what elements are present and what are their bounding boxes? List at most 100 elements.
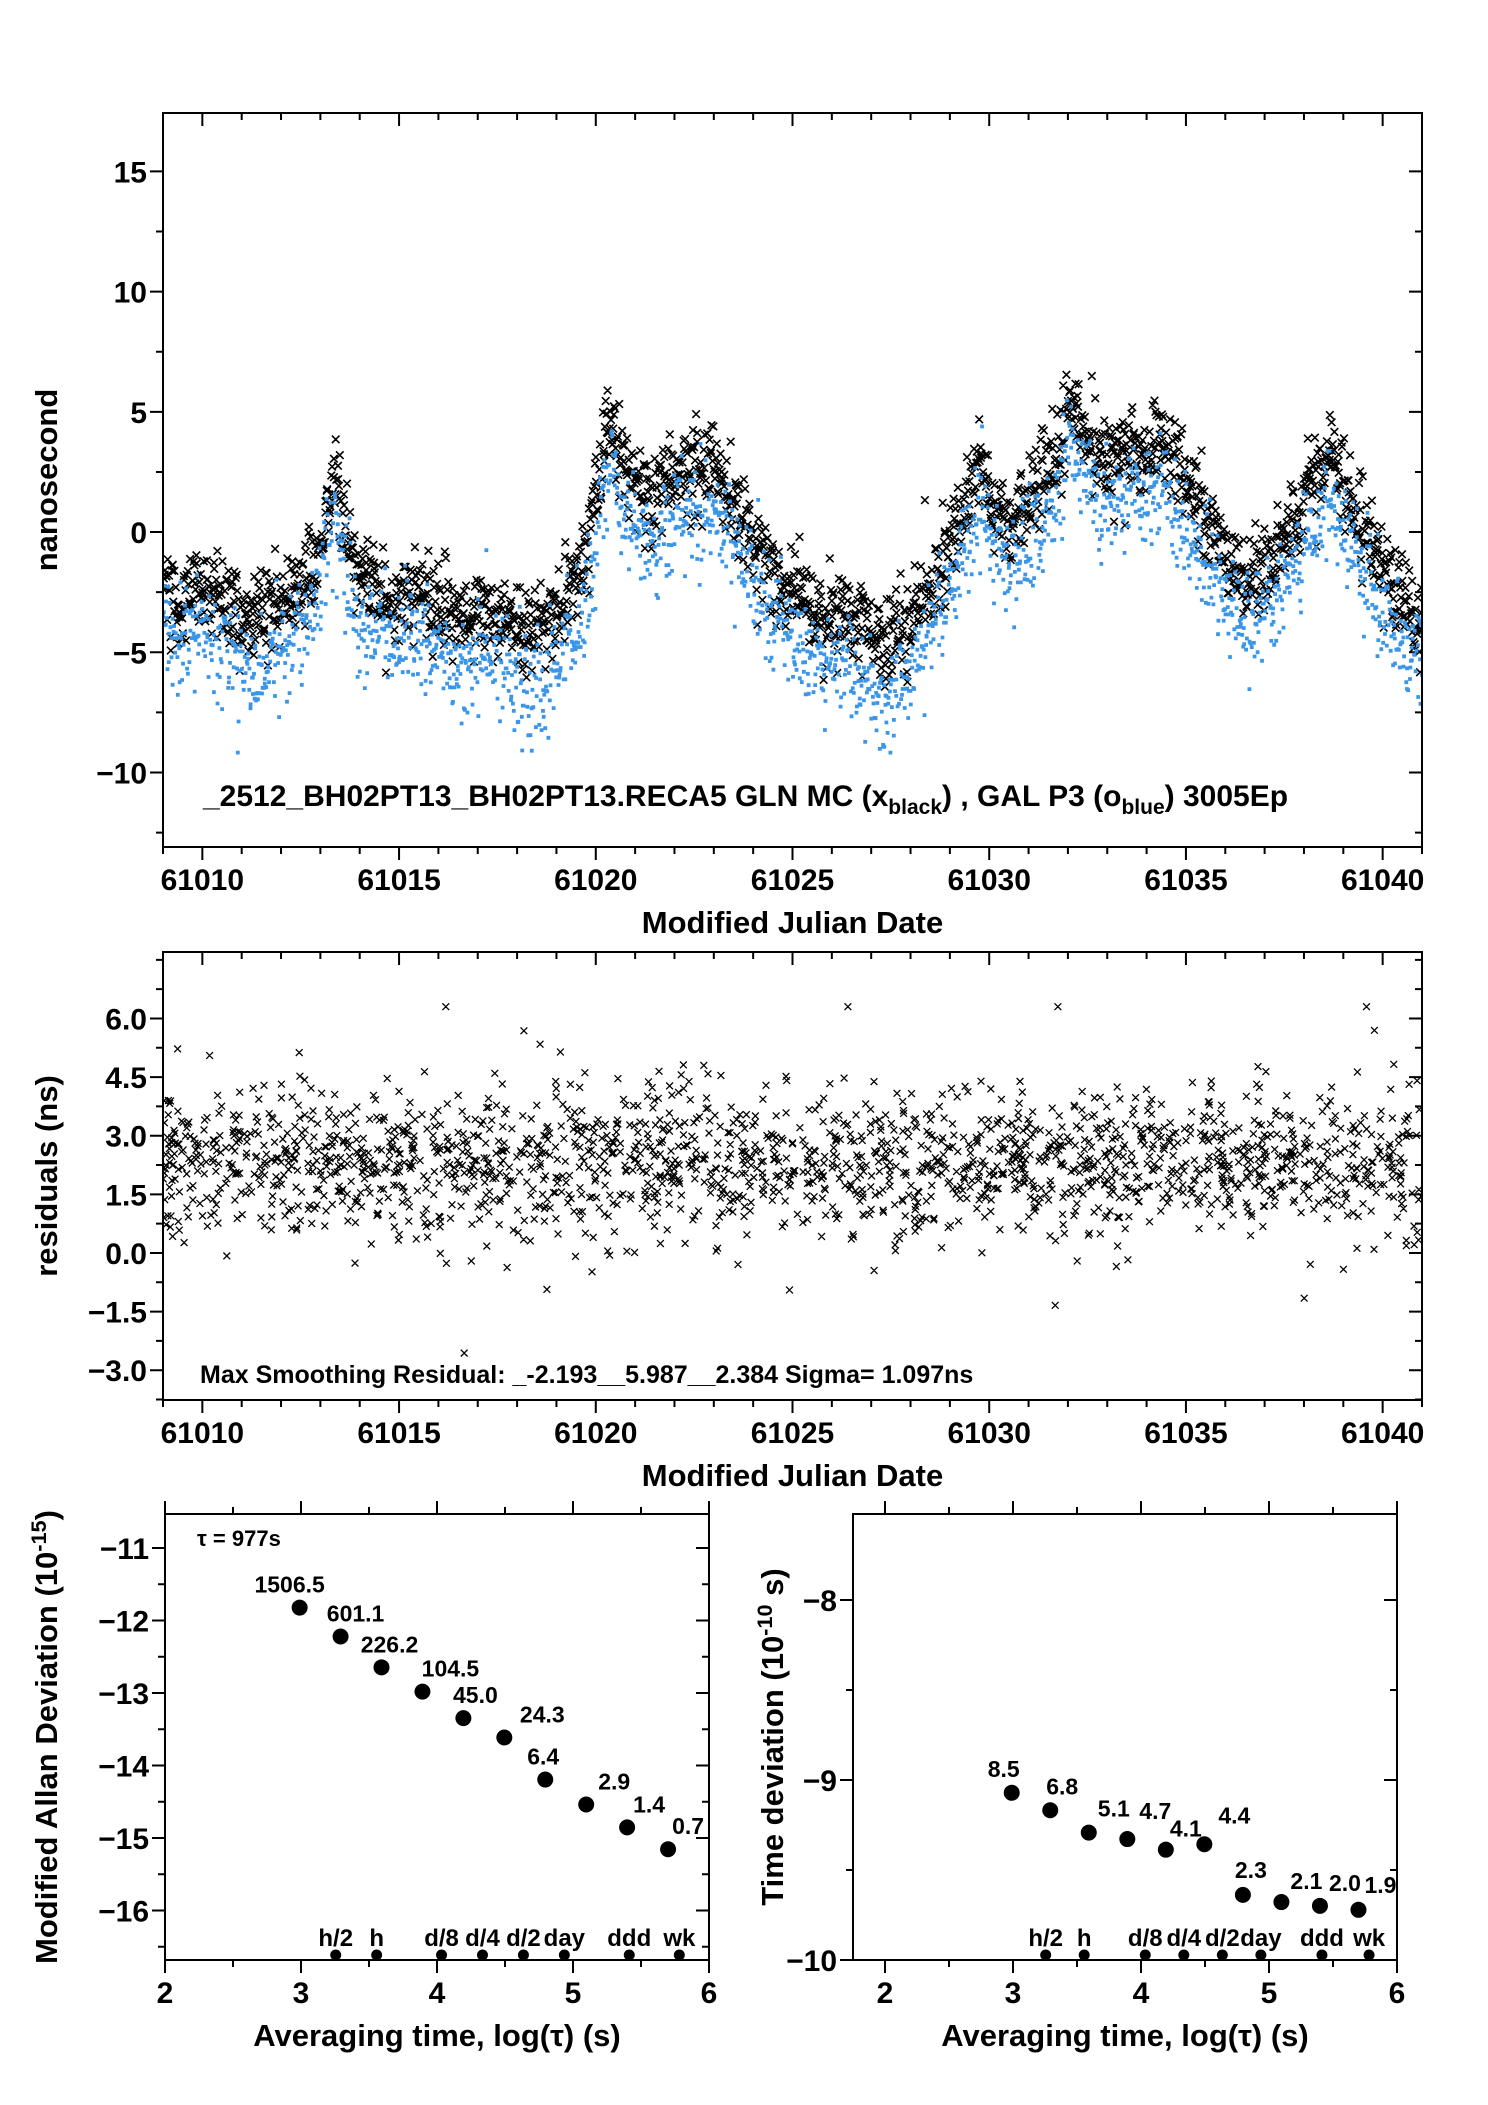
y-tick-label: −5 [113, 637, 147, 670]
tau-marker-dot [517, 1949, 529, 1961]
x-tick-label: 3 [1005, 1977, 1022, 2010]
plot-border [162, 951, 1423, 1401]
y-tick-label: 15 [114, 156, 147, 189]
data-layer [163, 370, 1422, 755]
mdev-plot: 2 3 4 5 6 −16 −15 −14 −13 −12 −11 Averaging time, l… [26, 1501, 717, 2053]
tdev-plot: 2 3 4 5 6 −10 −9 −8 Averaging time, log(τ) (s) Ti… [752, 1501, 1405, 2053]
tau-marker-label: wk [662, 1925, 696, 1952]
plot-border [852, 1513, 1398, 1961]
data-value-label: 601.1 [327, 1601, 385, 1627]
tau-marker-dot [673, 1949, 685, 1961]
data-dot [1196, 1836, 1213, 1853]
x-axis-label: Averaging time, log(τ) (s) [253, 2018, 621, 2053]
y-tick-label: −8 [803, 1585, 837, 1618]
tick-labels: 61010 61015 61020 61025 61030 61035 61040 −3.0 −… [88, 1003, 1425, 1450]
tau-marker-label: d/2 [1205, 1925, 1240, 1952]
y-tick-label: 10 [114, 277, 147, 310]
data-dot [455, 1710, 472, 1727]
tau-marker-label: d/4 [1166, 1925, 1201, 1952]
y-tick-label: −14 [98, 1750, 149, 1783]
tau-marker-label: d/8 [1128, 1925, 1163, 1952]
x-tick-label: 6 [701, 1977, 718, 2010]
data-value-label: 0.7 [672, 1813, 704, 1839]
data-value-label: 4.7 [1139, 1798, 1171, 1824]
tau-marker-label: d/4 [465, 1925, 500, 1952]
phase-plot: 61010 61015 61020 61025 61030 61035 61040 −10 −5… [29, 112, 1424, 940]
data-value-label: 1.9 [1364, 1872, 1396, 1898]
x-tick-label: 3 [293, 1977, 310, 2010]
data-dot [660, 1841, 677, 1858]
data-value-label: 5.1 [1098, 1796, 1130, 1822]
y-tick-label: 0 [130, 517, 147, 550]
data-dot [1157, 1841, 1174, 1858]
tau-marker-dot [1178, 1949, 1190, 1961]
y-axis-label: Time deviation (10-10​ s) [752, 1568, 790, 1905]
tau-axis-markers: h/2 h d/8 d/4 d/2 day ddd wk [318, 1925, 696, 1961]
y-tick-label: −10 [96, 757, 147, 790]
data-dot [332, 1628, 349, 1645]
x-tick-label: 61020 [554, 864, 637, 897]
x-tick-label: 61030 [948, 864, 1031, 897]
x-axis-label: Modified Julian Date [642, 1458, 943, 1493]
data-value-label: 4.4 [1218, 1802, 1250, 1828]
y-tick-label: −10 [786, 1945, 837, 1978]
x-tick-label: 61030 [948, 1417, 1031, 1450]
tau-marker-label: day [544, 1925, 586, 1952]
data-dot [373, 1659, 390, 1676]
tau-marker-dot [436, 1949, 448, 1961]
tau-marker-label: h/2 [1028, 1925, 1063, 1952]
x-axis-label: Averaging time, log(τ) (s) [941, 2018, 1309, 2053]
x-tick-label: 61035 [1144, 864, 1227, 897]
data-value-label: 2.0 [1329, 1870, 1361, 1896]
tau-marker-dot [1040, 1949, 1052, 1961]
y-axis-label: nanosecond [29, 389, 64, 572]
y-tick-label: 6.0 [105, 1003, 147, 1036]
tau-marker-dot [330, 1949, 342, 1961]
x-tick-label: 61040 [1341, 864, 1424, 897]
x-tick-label: 2 [157, 1977, 174, 2010]
plot-title: _2512_BH02PT13_BH02PT13.RECA5 GLN MC (xb… [202, 780, 1288, 819]
tau-marker-label: h [369, 1925, 384, 1952]
data-value-label: 2.3 [1235, 1857, 1267, 1883]
y-tick-label: 3.0 [105, 1121, 147, 1154]
axis-ticks [840, 1501, 1398, 1973]
plot-border [162, 112, 1423, 848]
y-tick-label: 5 [130, 397, 147, 430]
data-dot [1350, 1901, 1367, 1918]
tau-marker-dot [1139, 1949, 1151, 1961]
tau-marker-label: h/2 [318, 1925, 353, 1952]
tau-marker-label: ddd [607, 1925, 651, 1952]
y-tick-label: −9 [803, 1765, 837, 1798]
tau-axis-markers: h/2 h d/8 d/4 d/2 day ddd wk [1028, 1925, 1386, 1961]
x-tick-label: 61025 [751, 864, 834, 897]
axis-ticks [150, 113, 1423, 860]
data-value-label: 45.0 [453, 1682, 498, 1708]
x-tick-label: 61040 [1341, 1417, 1424, 1450]
y-axis-label: Modified Allan Deviation (10-15​) [26, 1510, 64, 1964]
data-value-label: 104.5 [422, 1656, 480, 1682]
data-layer [163, 1002, 1422, 1357]
data-value-label: 2.9 [598, 1768, 630, 1794]
tick-labels: 2 3 4 5 6 −16 −15 −14 −13 −12 −11 [98, 1533, 717, 2010]
data-dot [1273, 1894, 1290, 1911]
data-value-label: 6.8 [1046, 1773, 1078, 1799]
data-dot [537, 1771, 554, 1788]
tau-marker-label: ddd [1300, 1925, 1344, 1952]
data-value-label: 2.1 [1290, 1868, 1322, 1894]
tau-marker-label: day [1240, 1925, 1282, 1952]
smoothing-residual-annotation: Max Smoothing Residual: _-2.193__5.987__… [200, 1361, 973, 1389]
y-tick-label: −13 [98, 1678, 149, 1711]
data-dot [1119, 1831, 1136, 1848]
y-tick-label: −3.0 [88, 1355, 147, 1388]
data-value-label: 4.1 [1170, 1816, 1202, 1842]
tick-labels: 61010 61015 61020 61025 61030 61035 61040 −10 −5… [96, 156, 1424, 897]
x-tick-label: 61035 [1144, 1417, 1227, 1450]
data-value-label: 6.4 [527, 1744, 559, 1770]
axis-ticks [152, 1501, 710, 1973]
y-axis-label: residuals (ns) [29, 1075, 64, 1277]
deviation-points: 8.5 6.8 5.1 4.74.1 4.4 2.3 2.1 2.0 1.9 [988, 1756, 1396, 1918]
x-tick-label: 2 [877, 1977, 894, 2010]
series-gln-mc [163, 370, 1422, 692]
tau-marker-dot [1078, 1949, 1090, 1961]
